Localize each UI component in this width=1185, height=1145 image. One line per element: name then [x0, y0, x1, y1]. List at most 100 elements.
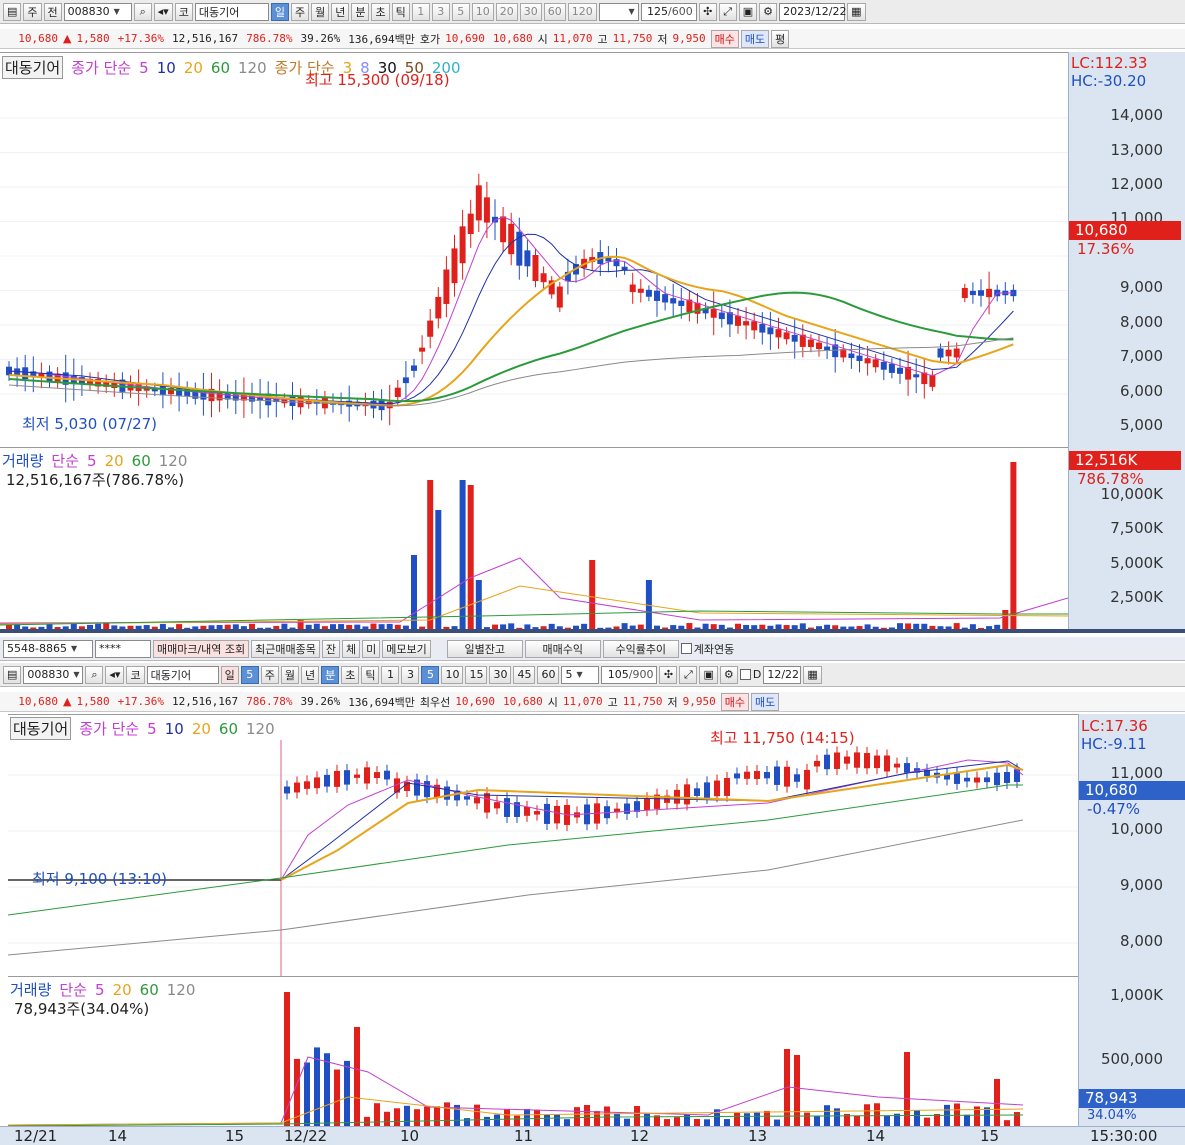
top-price-axis[interactable]: LC:112.33 HC:-30.20 14,000 13,000 12,000… — [1068, 52, 1185, 447]
bottom-price-pane[interactable]: 대동기어 종가 단순 5 10 20 60 120 최고 11,750 (14:… — [8, 714, 1078, 976]
market-select[interactable]: 코 — [126, 665, 145, 684]
buy-button[interactable]: 매수 — [710, 29, 739, 48]
tools-icon[interactable]: ⤢ — [718, 2, 737, 21]
candle — [411, 365, 417, 371]
top-step-3[interactable]: 3 — [431, 2, 450, 21]
time-axis[interactable]: 12/21 14 15 12/22 10 11 12 13 14 15 15:3… — [0, 1126, 1185, 1145]
memo-button[interactable]: 메모보기 — [382, 639, 431, 658]
panel-menu-icon[interactable]: ▤ — [3, 665, 22, 684]
candle — [516, 231, 523, 266]
top-interval-year[interactable]: 년 — [331, 2, 350, 21]
top-price-pane[interactable]: 대동기어 종가 단순 5 10 20 60 120 종가 단순 3 8 30 5… — [0, 52, 1068, 447]
calendar-icon[interactable]: ▦ — [847, 2, 866, 21]
account-link-checkbox[interactable]: 계좌연동 — [680, 641, 734, 657]
top-interval-minute[interactable]: 분 — [351, 2, 370, 21]
bottom-interval-week[interactable]: 주 — [260, 665, 279, 684]
crosshair-icon[interactable]: ✣ — [659, 665, 678, 684]
speaker-icon[interactable]: ◂▾ — [153, 2, 173, 21]
filled-button[interactable]: 체 — [342, 639, 361, 658]
search-icon[interactable]: ⌕ — [85, 665, 104, 684]
tools-icon[interactable]: ⤢ — [679, 665, 698, 684]
bottom-step-60[interactable]: 60 — [537, 665, 560, 684]
top-code-input[interactable]: 008830 ▼ — [63, 2, 132, 21]
top-step-5[interactable]: 5 — [451, 2, 470, 21]
bottom-volume-pane[interactable]: 거래량 단순 5 20 60 120 78,943주(34.04%) — [8, 976, 1078, 1126]
top-step-120[interactable]: 120 — [567, 2, 597, 21]
top-date-input[interactable]: 2023/12/22 — [779, 2, 847, 21]
bottom-step-3[interactable]: 3 — [401, 665, 420, 684]
top-count-input[interactable]: 125/600 — [640, 2, 697, 21]
crosshair-icon[interactable]: ✣ — [698, 2, 717, 21]
bottom-step-select[interactable]: 5 ▼ — [561, 665, 600, 684]
top-interval-second[interactable]: 초 — [371, 2, 390, 21]
bottom-volume-axis[interactable]: 1,000K 500,000 78,943 34.04% — [1078, 976, 1185, 1126]
top-step-30[interactable]: 30 — [519, 2, 542, 21]
bottom-date-input[interactable]: 12/22 — [763, 665, 802, 684]
top-step-60[interactable]: 60 — [543, 2, 566, 21]
avg-button[interactable]: 평 — [771, 29, 790, 48]
speaker-icon[interactable]: ◂▾ — [105, 665, 125, 684]
candle — [894, 763, 900, 768]
bottom-interval-n[interactable]: 5 — [240, 665, 259, 684]
top-tab-prev[interactable]: 전 — [43, 2, 62, 21]
top-step-20[interactable]: 20 — [495, 2, 518, 21]
bottom-step-10[interactable]: 10 — [441, 665, 464, 684]
candle — [984, 777, 990, 783]
bottom-interval-day[interactable]: 일 — [220, 665, 239, 684]
bottom-step-45[interactable]: 45 — [513, 665, 536, 684]
top-step-1[interactable]: 1 — [411, 2, 430, 21]
top-interval-tick[interactable]: 틱 — [391, 2, 410, 21]
bottom-step-5[interactable]: 5 — [421, 665, 440, 684]
calendar-icon[interactable]: ▦ — [803, 665, 822, 684]
bottom-interval-month[interactable]: 월 — [280, 665, 299, 684]
trade-mark-button[interactable]: 매매마크/내역 조회 — [153, 639, 250, 658]
recent-trades-button[interactable]: 최근매매종목 — [251, 639, 320, 658]
bottom-interval-second[interactable]: 초 — [341, 665, 360, 684]
bottom-step-15[interactable]: 15 — [465, 665, 488, 684]
bottom-stock-name[interactable]: 대동기어 — [146, 665, 219, 684]
date-checkbox[interactable]: D — [739, 668, 761, 681]
save-icon[interactable]: ▣ — [738, 2, 758, 21]
unfilled-button[interactable]: 미 — [362, 639, 381, 658]
market-select[interactable]: 코 — [174, 2, 193, 21]
balance-button[interactable]: 잔 — [321, 639, 341, 658]
top-step-select[interactable]: ▼ — [598, 2, 639, 21]
gear-icon[interactable]: ⚙ — [719, 665, 738, 684]
stock-name-tag[interactable]: 대동기어 — [2, 56, 64, 79]
bottom-step-30[interactable]: 30 — [489, 665, 512, 684]
top-stock-name[interactable]: 대동기어 — [194, 2, 269, 21]
bottom-count-input[interactable]: 105/900 — [601, 665, 658, 684]
bottom-interval-tick[interactable]: 틱 — [361, 665, 380, 684]
trade-profit-button[interactable]: 매매수익 — [524, 639, 601, 658]
top-interval-day[interactable]: 일 — [270, 2, 289, 21]
top-volume-pane[interactable]: 거래량 단순 5 20 60 120 12,516,167주(786.78%) — [0, 447, 1068, 629]
sell-button[interactable]: 매도 — [740, 29, 770, 48]
ma-title: 종가 단순 — [79, 720, 140, 738]
top-step-10[interactable]: 10 — [471, 2, 494, 21]
candle — [354, 774, 360, 778]
bottom-step-1[interactable]: 1 — [381, 665, 400, 684]
candle — [459, 226, 466, 264]
bottom-interval-minute[interactable]: 분 — [321, 665, 340, 684]
save-icon[interactable]: ▣ — [699, 665, 718, 684]
buy-button[interactable]: 매수 — [720, 692, 750, 711]
top-interval-month[interactable]: 월 — [311, 2, 330, 21]
sell-button[interactable]: 매도 — [751, 692, 780, 711]
bottom-interval-year[interactable]: 년 — [300, 665, 320, 684]
bottom-code-input[interactable]: 008830 ▼ — [23, 665, 84, 684]
password-input[interactable]: **** — [95, 639, 151, 658]
top-volume-axis[interactable]: 12,516K 786.78% 10,000K 7,500K 5,000K 2,… — [1068, 447, 1185, 629]
stock-name-tag[interactable]: 대동기어 — [10, 717, 72, 740]
daily-balance-button[interactable]: 일별잔고 — [446, 639, 523, 658]
panel-menu-icon[interactable]: ▤ — [3, 2, 22, 21]
volume-bar — [524, 624, 531, 629]
account-select[interactable]: 5548-8865 ▼ — [3, 639, 93, 658]
volume-bar — [364, 1116, 370, 1126]
gear-icon[interactable]: ⚙ — [759, 2, 778, 21]
top-tab-week[interactable]: 주 — [23, 2, 42, 21]
return-trend-button[interactable]: 수익률추이 — [602, 639, 679, 658]
search-icon[interactable]: ⌕ — [133, 2, 152, 21]
turnover: 39.26% — [300, 695, 341, 708]
top-interval-week[interactable]: 주 — [290, 2, 310, 21]
bottom-price-axis[interactable]: LC:17.36 HC:-9.11 11,000 10,680 -0.47% 1… — [1078, 714, 1185, 976]
